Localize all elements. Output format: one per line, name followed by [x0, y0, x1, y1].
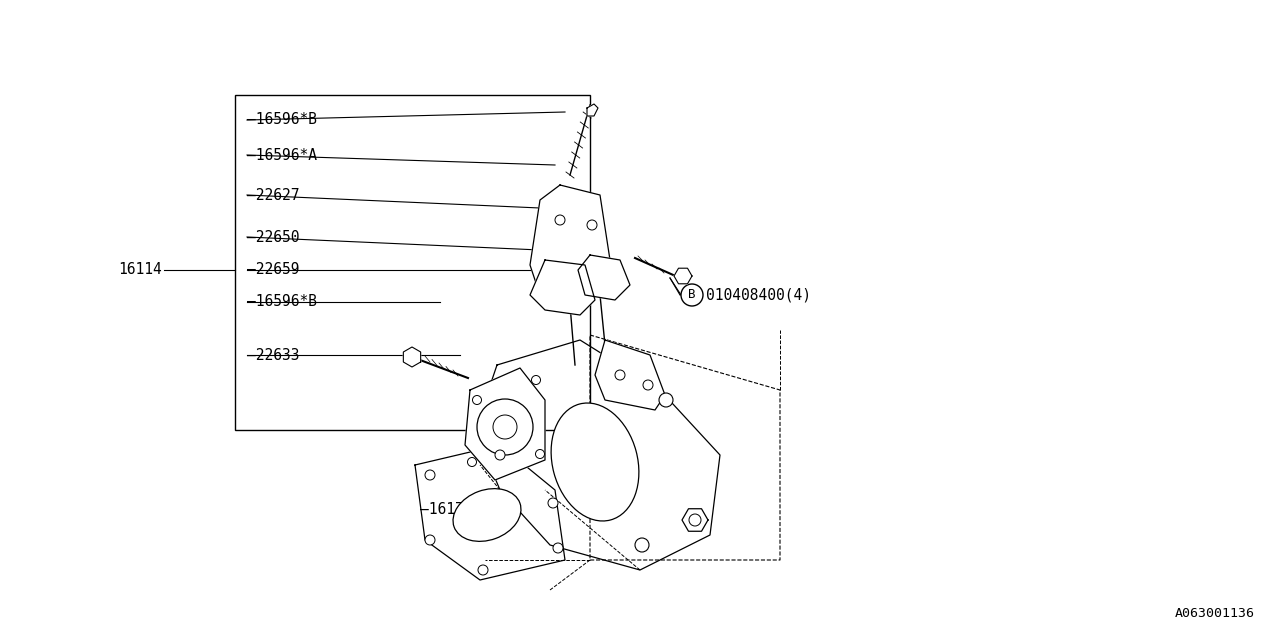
Circle shape: [614, 370, 625, 380]
Text: —16596*B: —16596*B: [247, 294, 317, 310]
Circle shape: [681, 284, 703, 306]
Text: B: B: [689, 289, 696, 301]
Circle shape: [556, 215, 564, 225]
Polygon shape: [465, 368, 545, 480]
Circle shape: [588, 220, 596, 230]
Circle shape: [635, 538, 649, 552]
Polygon shape: [475, 340, 719, 570]
Circle shape: [467, 458, 476, 467]
Text: —22659: —22659: [247, 262, 300, 278]
Circle shape: [531, 376, 540, 385]
Circle shape: [425, 535, 435, 545]
Ellipse shape: [552, 403, 639, 521]
Polygon shape: [675, 268, 692, 284]
Polygon shape: [403, 347, 421, 367]
Circle shape: [689, 514, 701, 526]
Circle shape: [659, 393, 673, 407]
Polygon shape: [415, 445, 564, 580]
Polygon shape: [530, 260, 595, 315]
Circle shape: [493, 415, 517, 439]
Circle shape: [643, 380, 653, 390]
Polygon shape: [682, 509, 708, 531]
Polygon shape: [588, 104, 598, 116]
Circle shape: [472, 396, 481, 404]
Polygon shape: [595, 340, 666, 410]
Bar: [236, 95, 590, 430]
Text: —22633: —22633: [247, 348, 300, 362]
Circle shape: [477, 565, 488, 575]
Circle shape: [548, 498, 558, 508]
Circle shape: [425, 470, 435, 480]
Text: A063001136: A063001136: [1175, 607, 1254, 620]
Ellipse shape: [453, 488, 521, 541]
Polygon shape: [579, 255, 630, 300]
Circle shape: [495, 450, 506, 460]
Text: —16596*B: —16596*B: [247, 113, 317, 127]
Polygon shape: [530, 185, 611, 305]
Text: —16596*A: —16596*A: [247, 147, 317, 163]
Text: —22627: —22627: [247, 188, 300, 202]
Circle shape: [535, 449, 544, 458]
Circle shape: [477, 399, 532, 455]
Text: —16175: —16175: [420, 502, 472, 518]
Text: 16114: 16114: [118, 262, 163, 278]
Circle shape: [553, 543, 563, 553]
Text: —22650: —22650: [247, 230, 300, 244]
Text: 010408400(4): 010408400(4): [707, 287, 812, 303]
